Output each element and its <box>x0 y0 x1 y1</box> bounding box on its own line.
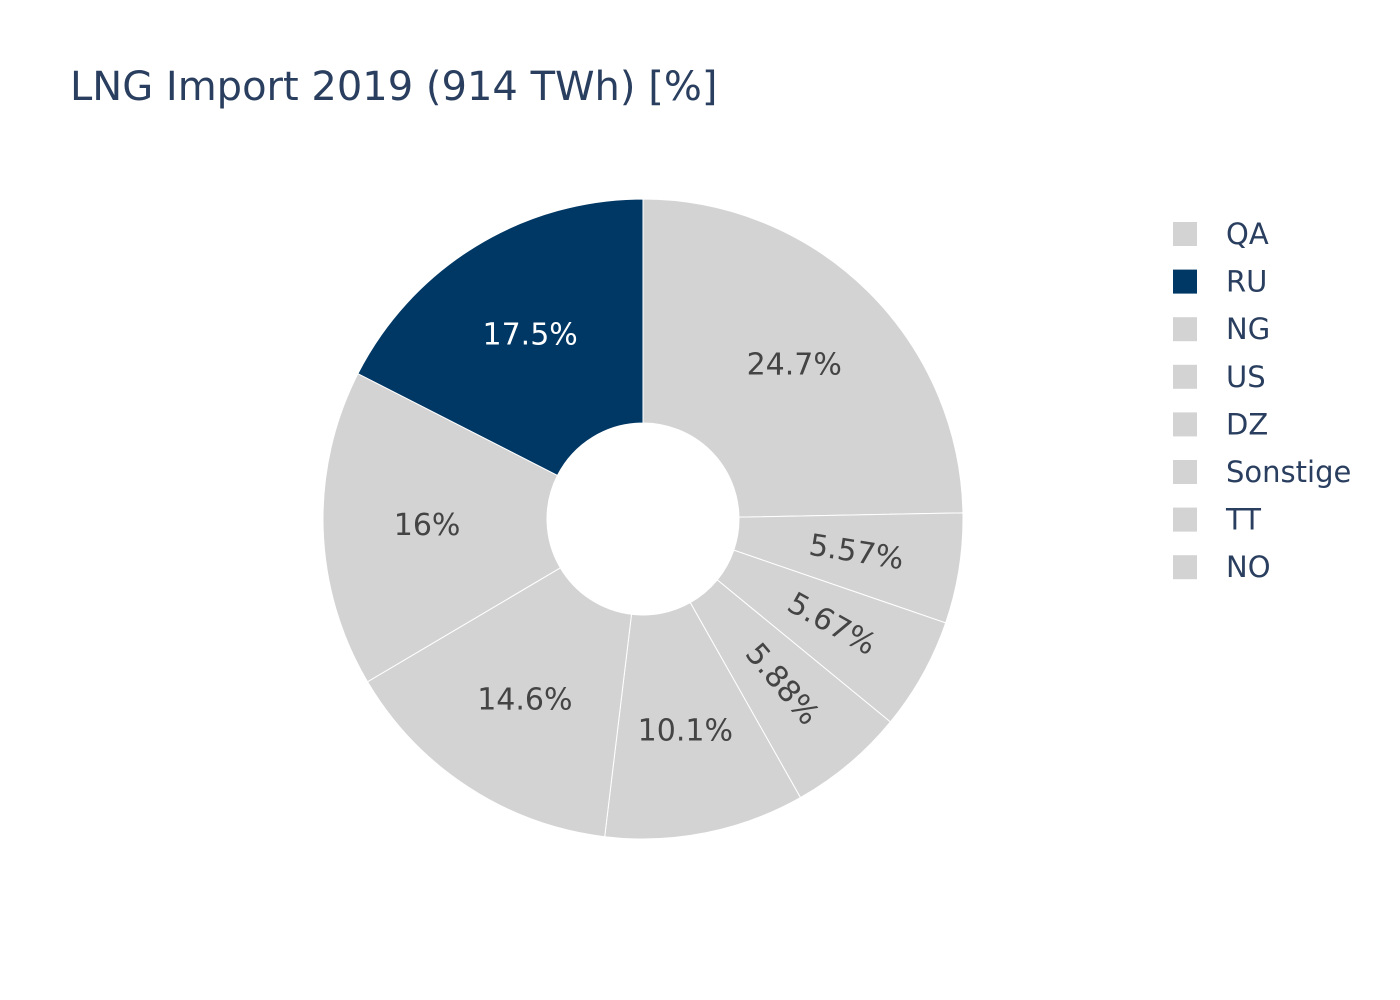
legend-item-tt[interactable]: TT <box>1173 503 1261 537</box>
legend-item-ng[interactable]: NG <box>1173 312 1270 346</box>
slice-label-ng: 16% <box>394 508 461 543</box>
legend-label: NO <box>1226 550 1271 584</box>
slice-label-us: 14.6% <box>477 682 572 717</box>
donut-slices <box>322 198 964 840</box>
legend-swatch <box>1173 317 1197 342</box>
legend-item-sonstige[interactable]: Sonstige <box>1173 455 1351 489</box>
legend: QA RU NG US DZ Sonstige TT NO <box>1173 217 1351 584</box>
legend-label: NG <box>1226 312 1270 346</box>
legend-item-qa[interactable]: QA <box>1173 217 1269 251</box>
slice-dz[interactable] <box>604 601 802 840</box>
legend-swatch <box>1173 364 1197 389</box>
legend-swatch <box>1173 412 1197 437</box>
legend-label: RU <box>1226 265 1267 299</box>
slice-ng[interactable] <box>322 372 562 683</box>
legend-swatch <box>1173 222 1197 246</box>
legend-item-ru[interactable]: RU <box>1173 265 1267 299</box>
slice-qa[interactable] <box>642 198 964 518</box>
legend-label: TT <box>1225 503 1261 537</box>
legend-swatch <box>1173 507 1197 532</box>
chart-title: LNG Import 2019 (914 TWh) [%] <box>70 64 717 110</box>
legend-item-us[interactable]: US <box>1173 360 1266 394</box>
legend-label: US <box>1226 360 1266 394</box>
legend-label: Sonstige <box>1226 455 1351 489</box>
legend-label: DZ <box>1226 407 1268 441</box>
slice-label-ru: 17.5% <box>483 317 578 352</box>
legend-swatch <box>1173 269 1197 294</box>
legend-item-dz[interactable]: DZ <box>1173 407 1268 441</box>
slice-ru[interactable] <box>357 198 644 477</box>
slice-us[interactable] <box>366 567 633 838</box>
slice-label-dz: 10.1% <box>638 713 733 748</box>
legend-swatch <box>1173 460 1197 484</box>
legend-swatch <box>1173 555 1197 580</box>
legend-item-no[interactable]: NO <box>1173 550 1271 584</box>
slice-label-qa: 24.7% <box>747 347 842 382</box>
legend-label: QA <box>1226 217 1269 251</box>
